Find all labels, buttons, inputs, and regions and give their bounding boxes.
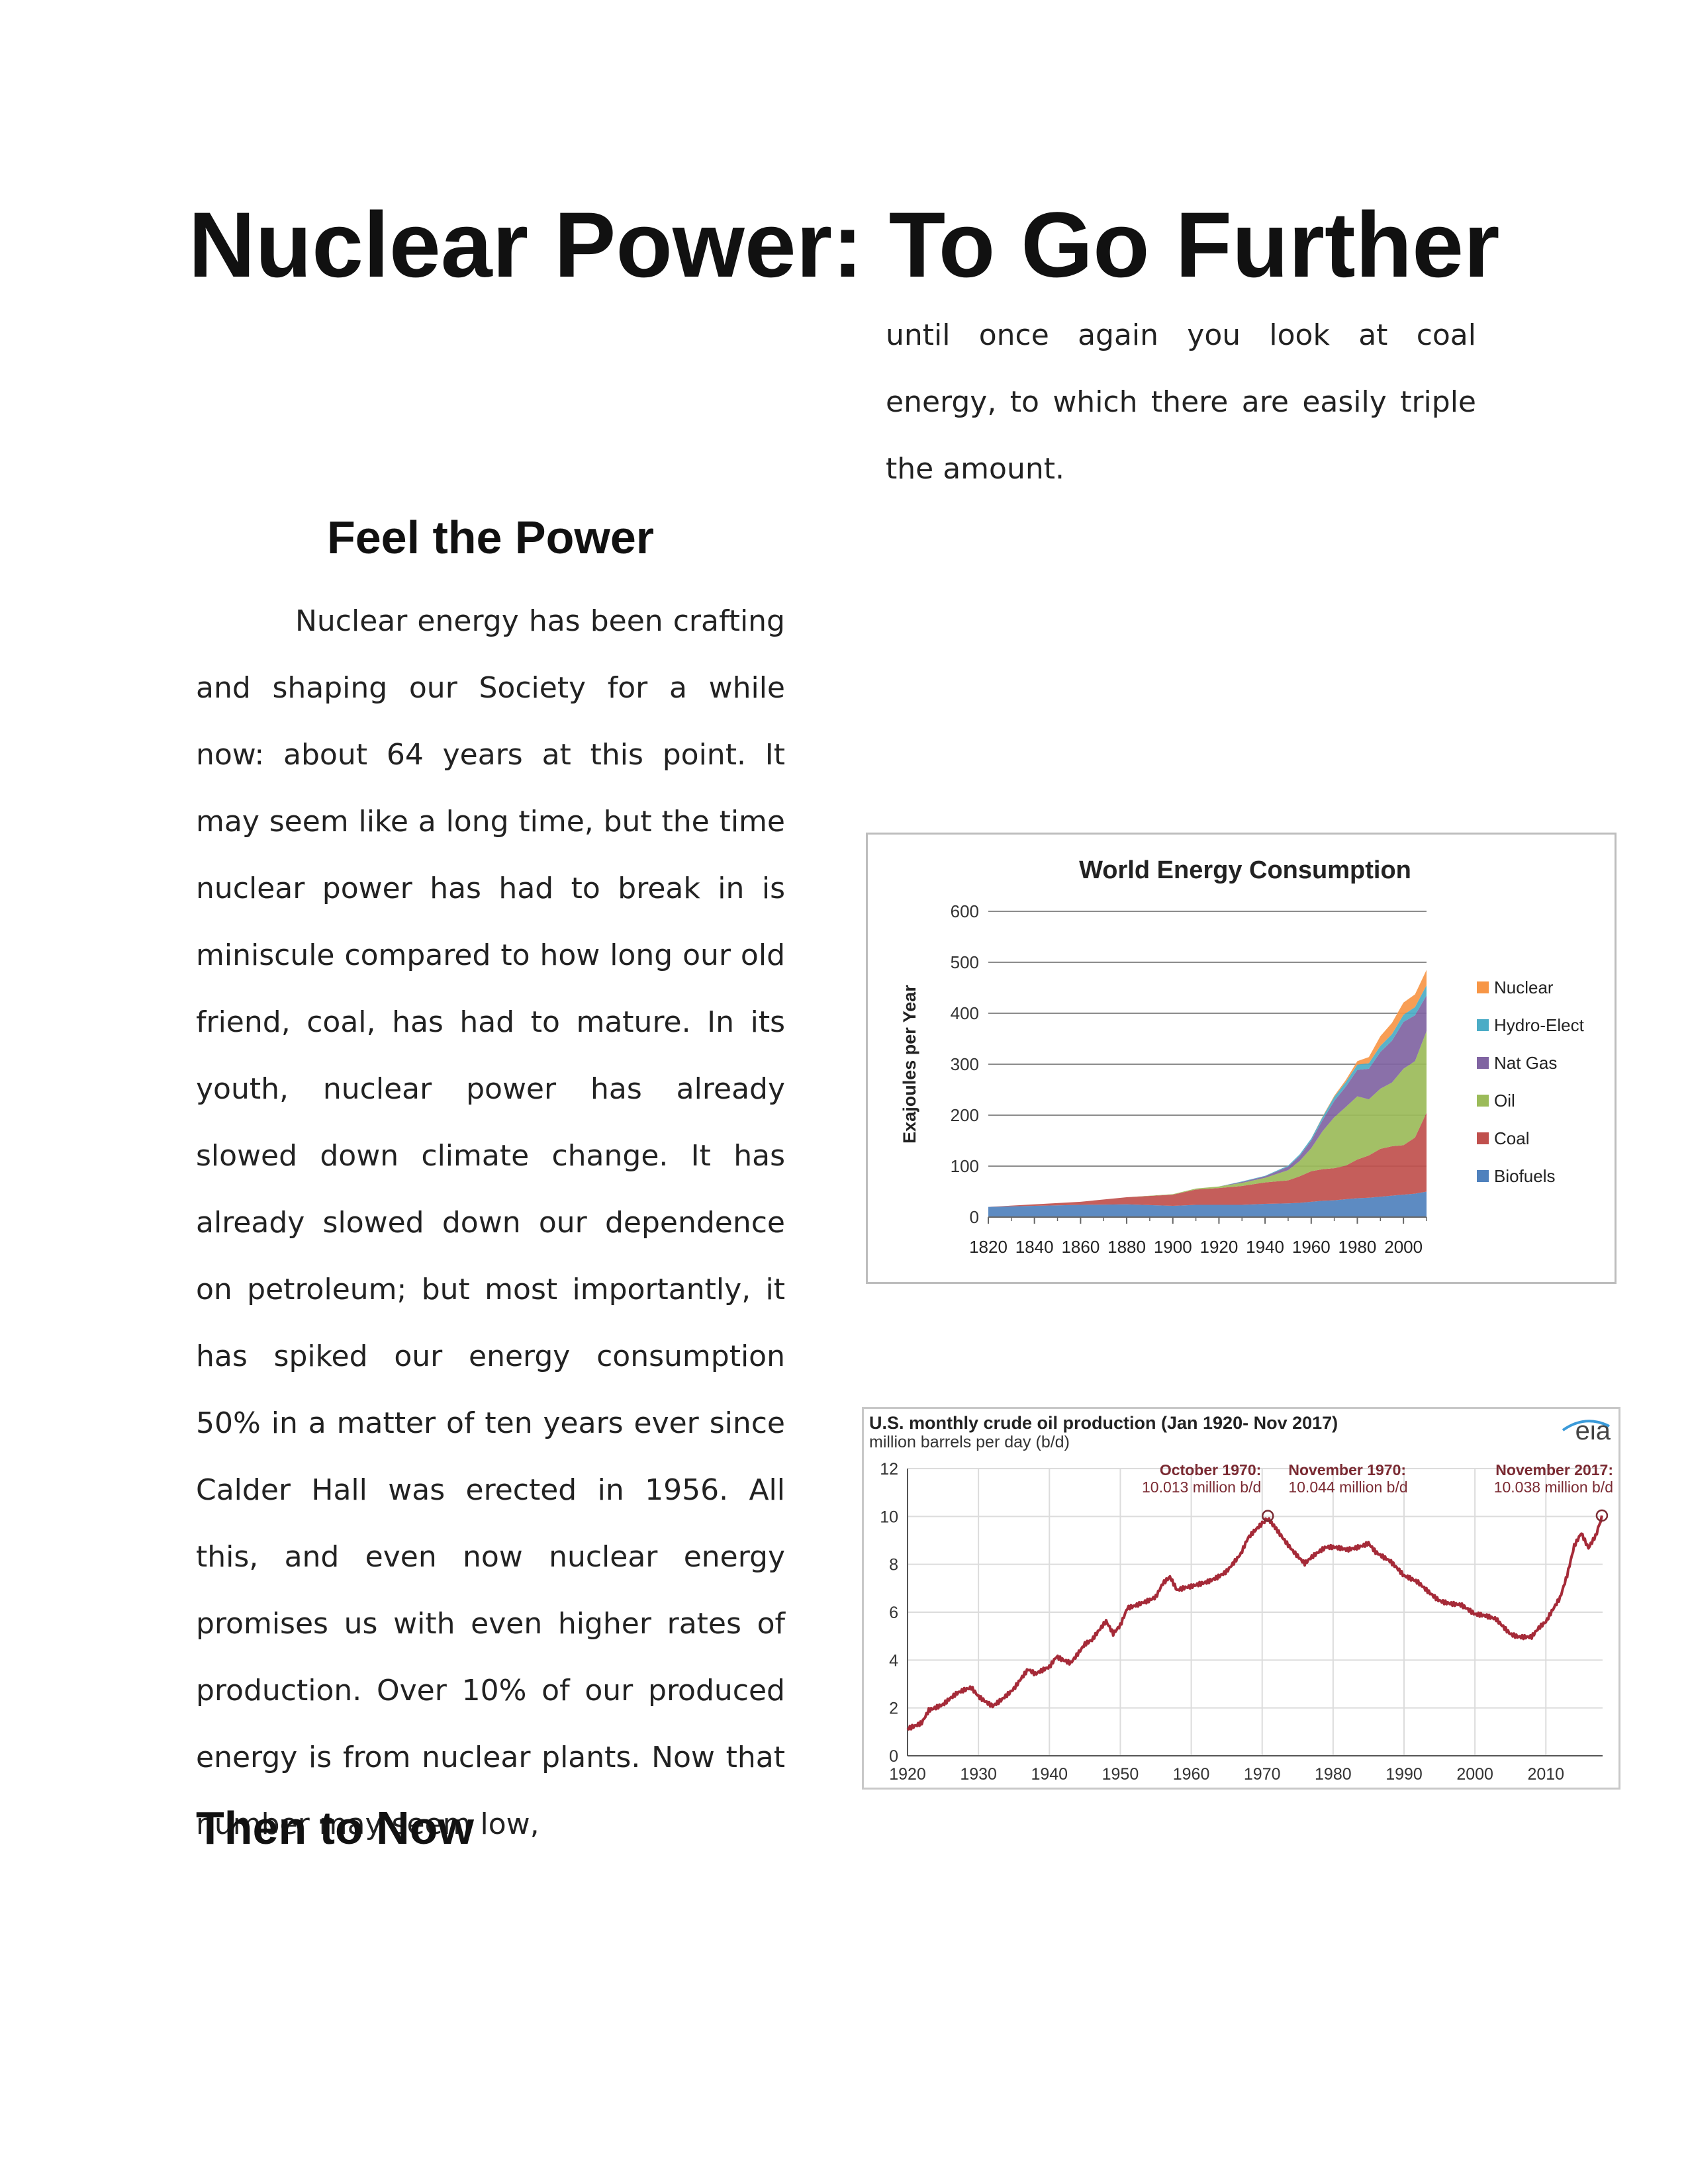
x-tick-label: 2010: [1527, 1765, 1564, 1784]
x-tick-label: 2000: [1384, 1237, 1423, 1257]
eia-logo-arc: [1562, 1420, 1610, 1432]
chart-title: U.S. monthly crude oil production (Jan 1…: [869, 1413, 1338, 1433]
x-tick-label: 1930: [960, 1765, 997, 1784]
world-energy-consumption-chart: World Energy Consumption 0 100 200 300 400 500…: [866, 833, 1617, 1284]
y-axis-label: Exajoules per Year: [900, 985, 919, 1144]
legend-swatch: [1477, 1057, 1489, 1069]
section-heading-feel-the-power: Feel the Power: [326, 512, 655, 563]
y-tick-label: 600: [951, 901, 979, 921]
y-tick-label: 6: [889, 1604, 898, 1622]
area-series-coal: [988, 1113, 1427, 1207]
oil-production-line: [906, 1515, 1603, 1731]
x-tick-label: 1820: [969, 1237, 1008, 1257]
legend-swatch: [1477, 1132, 1489, 1144]
x-tick-label: 1880: [1107, 1237, 1146, 1257]
y-tick-label: 0: [970, 1207, 979, 1227]
legend-swatch: [1477, 1095, 1489, 1107]
x-tick-label: 1920: [1199, 1237, 1238, 1257]
annotation-label: November 1970:: [1288, 1461, 1406, 1479]
body-paragraph: Nuclear energy has been crafting and sha…: [196, 604, 785, 1841]
annotation-marker-2017: [1595, 1509, 1609, 1522]
annotation-value: 10.038 million b/d: [1494, 1479, 1613, 1496]
legend-swatch: [1477, 1019, 1489, 1031]
x-tick-label: 1860: [1061, 1237, 1100, 1257]
x-tick-label: 1900: [1154, 1237, 1192, 1257]
x-tick-label: 1940: [1246, 1237, 1284, 1257]
y-tick-label: 10: [880, 1508, 898, 1526]
area-series-oil: [988, 1030, 1427, 1207]
x-tick-label: 1970: [1244, 1765, 1281, 1784]
y-tick-label: 0: [889, 1747, 898, 1766]
legend-swatch: [1477, 1170, 1489, 1182]
annotation-value: 10.013 million b/d: [1142, 1479, 1261, 1496]
body-text-left-column: Nuclear energy has been crafting and sha…: [196, 588, 785, 1858]
area-series-biofuels: [988, 1191, 1427, 1217]
x-tick-label: 1920: [889, 1765, 926, 1784]
legend-label: Hydro-Elect: [1494, 1015, 1585, 1035]
y-tick-label: 2: [889, 1700, 898, 1718]
x-tick-label: 1980: [1315, 1765, 1352, 1784]
x-tick-label: 1980: [1338, 1237, 1377, 1257]
legend-swatch: [1477, 981, 1489, 993]
y-tick-label: 500: [951, 952, 979, 972]
legend-label: Nuclear: [1494, 978, 1554, 997]
x-tick-label: 1990: [1385, 1765, 1423, 1784]
annotation-value: 10.044 million b/d: [1288, 1479, 1407, 1496]
y-tick-label: 8: [889, 1556, 898, 1574]
x-tick-label: 1950: [1102, 1765, 1139, 1784]
annotation-label: November 2017:: [1495, 1461, 1613, 1479]
body-text-right-column: until once again you look at coal energy…: [886, 302, 1476, 502]
section-heading-then-to-now: Then to Now: [196, 1802, 474, 1854]
y-tick-label: 100: [951, 1156, 979, 1176]
legend-label: Coal: [1494, 1128, 1529, 1148]
annotation-label: October 1970:: [1160, 1461, 1261, 1479]
y-tick-label: 300: [951, 1054, 979, 1074]
y-tick-label: 400: [951, 1003, 979, 1023]
x-tick-label: 1960: [1173, 1765, 1210, 1784]
x-tick-label: 1960: [1292, 1237, 1331, 1257]
y-tick-label: 4: [889, 1651, 898, 1670]
legend-label: Nat Gas: [1494, 1053, 1557, 1073]
x-tick-label: 1940: [1031, 1765, 1068, 1784]
x-tick-label: 1840: [1015, 1237, 1054, 1257]
legend-label: Oil: [1494, 1091, 1515, 1111]
chart-subtitle: million barrels per day (b/d): [869, 1433, 1070, 1451]
body-paragraph-continued: until once again you look at coal energy…: [886, 318, 1476, 486]
annotation-marker-1970: [1262, 1510, 1274, 1522]
chart-title: World Energy Consumption: [1079, 856, 1411, 884]
area-series-nat-gas: [988, 995, 1427, 1207]
y-tick-label: 12: [880, 1460, 898, 1479]
x-tick-label: 2000: [1456, 1765, 1493, 1784]
y-tick-label: 200: [951, 1105, 979, 1125]
world-energy-chart-svg: World Energy Consumption 0 100 200 300 400 500…: [900, 856, 1585, 1257]
legend-label: Biofuels: [1494, 1166, 1556, 1186]
oil-production-chart-svg: U.S. monthly crude oil production (Jan 1…: [869, 1413, 1613, 1784]
us-crude-oil-production-chart: U.S. monthly crude oil production (Jan 1…: [862, 1407, 1620, 1790]
page-title: Nuclear Power: To Go Further: [188, 193, 1500, 296]
